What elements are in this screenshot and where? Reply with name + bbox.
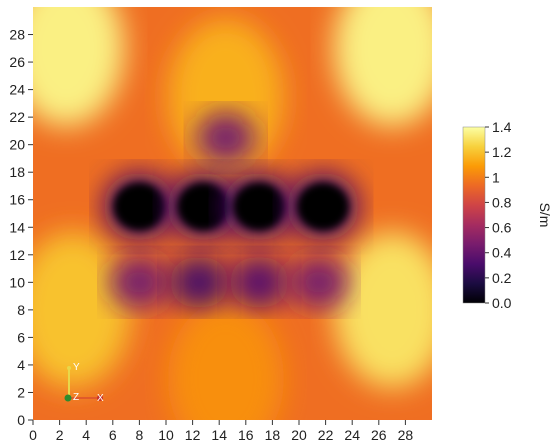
x-tick-label: 12 [185,427,201,443]
x-tick-label: 0 [29,427,37,443]
conductivity-low-region [169,256,230,309]
y-tick-label: 16 [9,192,25,208]
x-tick-label: 4 [82,427,90,443]
conductivity-low-blob [233,182,286,231]
orientation-triad: Y Z X [64,362,104,404]
colorbar-tick-label: 0.2 [492,270,512,286]
x-tick-label: 16 [238,427,254,443]
triad-y-axis-dot [67,366,71,370]
heat-features [33,7,432,420]
conductivity-low-region [195,111,256,164]
colorbar-tick-label: 0.6 [492,220,512,236]
colorbar-tick-label: 0.4 [492,245,512,261]
triad-z-label: Z [73,392,79,403]
x-tick-label: 6 [109,427,117,443]
y-tick-label: 26 [9,54,25,70]
y-tick-label: 6 [17,329,25,345]
plot-area [33,7,432,420]
colorbar-title: S/m [537,203,550,228]
x-tick-label: 28 [398,427,414,443]
y-tick-label: 2 [17,384,25,400]
x-tick-label: 2 [56,427,64,443]
y-tick-label: 0 [17,412,25,428]
colorbar-tick-label: 0.0 [492,295,512,311]
colorbar-tick-label: 1 [492,169,500,185]
x-tick-label: 18 [265,427,281,443]
colorbar-tick-label: 1.2 [492,144,512,160]
colorbar: 1.4 1.2 1 0.8 0.6 0.4 0.2 0.0 S/m [462,119,550,311]
y-tick-label: 22 [9,109,25,125]
conductivity-low-blob [296,182,349,231]
x-tick-label: 26 [371,427,387,443]
y-tick-label: 14 [9,219,25,235]
y-tick-label: 24 [9,82,25,98]
triad-y-label: Y [73,362,80,373]
conductivity-low-region [229,256,290,309]
conductivity-high-region [167,300,284,420]
colorbar-ticks: 1.4 1.2 1 0.8 0.6 0.4 0.2 0.0 [485,119,512,311]
conductivity-high-region [33,7,125,127]
conductivity-high-region [334,7,432,127]
triad-x-axis-dot [97,395,103,401]
triad-z-axis-dot [64,394,72,402]
y-tick-label: 20 [9,137,25,153]
conductivity-high-region [334,231,432,388]
y-tick-label: 4 [17,357,25,373]
colorbar-tick-label: 0.8 [492,194,512,210]
y-tick-label: 10 [9,274,25,290]
conductivity-low-region [288,256,349,309]
x-tick-label: 14 [211,427,227,443]
x-tick-label: 8 [136,427,144,443]
conductivity-low-region [109,256,170,309]
conductivity-low-blob [177,182,230,231]
x-tick-label: 20 [291,427,307,443]
y-tick-label: 8 [17,302,25,318]
colorbar-gradient-bar [462,126,486,304]
y-tick-label: 12 [9,247,25,263]
conductivity-low-blob [113,182,166,231]
x-tick-label: 10 [158,427,174,443]
y-tick-label: 18 [9,164,25,180]
colorbar-tick-label: 1.4 [492,119,512,135]
x-axis: 0 2 4 6 8 10 12 14 16 18 20 22 24 26 28 [29,420,413,443]
conductivity-high-region [33,231,131,388]
y-tick-label: 28 [9,27,25,43]
x-tick-label: 24 [344,427,360,443]
x-tick-label: 22 [318,427,334,443]
triad-x-label: X [97,393,104,404]
